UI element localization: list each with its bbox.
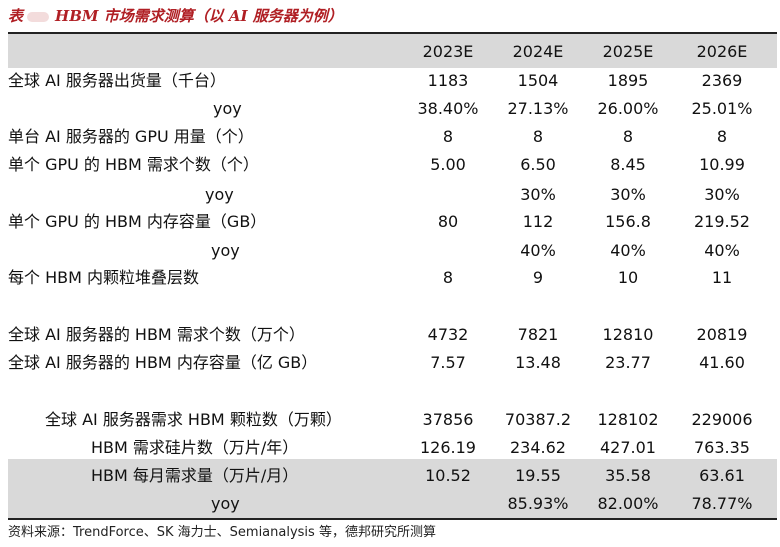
table-row: 每个 HBM 内颗粒堆叠层数 8 9 10 11 [8, 264, 777, 292]
row-label: 全球 AI 服务器的 HBM 内存容量（亿 GB） [8, 353, 318, 372]
cell-2025: 427.01 [600, 438, 656, 457]
table-row: 全球 AI 服务器出货量（千台） 1183 1504 1895 2369 [8, 67, 777, 95]
cell-2025: 30% [610, 185, 646, 204]
cell-2026: 229006 [691, 410, 753, 429]
table-row: HBM 每月需求量（万片/月） 10.52 19.55 35.58 63.61 [8, 462, 777, 490]
table-row: 单个 GPU 的 HBM 内存容量（GB） 80 112 156.8 219.5… [8, 208, 777, 236]
cell-2024: 7821 [517, 325, 559, 344]
row-label: 单台 AI 服务器的 GPU 用量（个） [8, 127, 254, 146]
cell-2025: 156.8 [605, 212, 651, 231]
header-row: 2023E 2024E 2025E 2026E [8, 38, 777, 66]
col-header-2024: 2024E [512, 42, 564, 61]
cell-2023: 10.52 [425, 466, 471, 485]
cell-2025: 40% [610, 241, 646, 260]
table-title: 表 HBM 市场需求测算（以 AI 服务器为例） [8, 3, 343, 29]
cell-2026: 8 [716, 127, 728, 146]
cell-2024: 85.93% [507, 494, 569, 513]
table-row: yoy 30% 30% 30% [8, 181, 777, 209]
cell-2024: 234.62 [510, 438, 566, 457]
table-title-text: HBM 市场需求测算（以 AI 服务器为例） [55, 7, 343, 25]
highlight-band [8, 459, 777, 518]
cell-2025: 8.45 [610, 155, 646, 174]
source-note: 资料来源：TrendForce、SK 海力士、Semianalysis 等，德邦… [8, 525, 436, 540]
cell-2024: 19.55 [515, 466, 561, 485]
cell-2024: 8 [532, 127, 544, 146]
row-label: 全球 AI 服务器需求 HBM 颗粒数（万颗） [45, 410, 342, 429]
table-row: HBM 需求硅片数（万片/年） 126.19 234.62 427.01 763… [8, 434, 777, 462]
cell-2026: 10.99 [699, 155, 745, 174]
cell-2026: 763.35 [694, 438, 750, 457]
cell-2024: 13.48 [515, 353, 561, 372]
row-label: 全球 AI 服务器的 HBM 需求个数（万个） [8, 325, 305, 344]
cell-2024: 27.13% [507, 99, 569, 118]
cell-2023: 38.40% [417, 99, 479, 118]
col-header-2025: 2025E [602, 42, 654, 61]
cell-2026: 63.61 [699, 466, 745, 485]
cell-2026: 219.52 [694, 212, 750, 231]
cell-2023: 4732 [427, 325, 469, 344]
cell-2026: 78.77% [691, 494, 753, 513]
col-header-2023: 2023E [422, 42, 474, 61]
table-row: yoy 40% 40% 40% [8, 237, 777, 265]
cell-2024: 112 [522, 212, 554, 231]
cell-2025: 12810 [602, 325, 654, 344]
cell-2024: 30% [520, 185, 556, 204]
cell-2025: 8 [622, 127, 634, 146]
cell-2023: 80 [437, 212, 459, 231]
cell-2024: 70387.2 [504, 410, 572, 429]
cell-2026: 11 [711, 268, 733, 287]
table-label: 表 [8, 7, 24, 25]
cell-2024: 9 [532, 268, 544, 287]
row-label: 单个 GPU 的 HBM 内存容量（GB） [8, 212, 267, 231]
table-row: 单个 GPU 的 HBM 需求个数（个） 5.00 6.50 8.45 10.9… [8, 151, 777, 179]
cell-2023: 5.00 [430, 155, 466, 174]
cell-2026: 40% [704, 241, 740, 260]
cell-2026: 20819 [696, 325, 748, 344]
top-rule [8, 32, 777, 34]
cell-2023: 1183 [427, 71, 469, 90]
cell-2023: 7.57 [430, 353, 466, 372]
cell-2024: 6.50 [520, 155, 556, 174]
cell-2026: 25.01% [691, 99, 753, 118]
header-band [8, 34, 777, 68]
bottom-rule [8, 518, 777, 520]
table-row: 全球 AI 服务器需求 HBM 颗粒数（万颗） 37856 70387.2 12… [8, 406, 777, 434]
row-label: yoy [211, 494, 240, 513]
table-row: 单台 AI 服务器的 GPU 用量（个） 8 8 8 8 [8, 123, 777, 151]
cell-2023: 8 [442, 127, 454, 146]
row-label: 单个 GPU 的 HBM 需求个数（个） [8, 155, 259, 174]
cell-2023: 8 [442, 268, 454, 287]
row-label: 每个 HBM 内颗粒堆叠层数 [8, 268, 199, 287]
cell-2023: 37856 [422, 410, 474, 429]
row-label: 全球 AI 服务器出货量（千台） [8, 71, 226, 90]
cell-2025: 82.00% [597, 494, 659, 513]
cell-2023: 126.19 [420, 438, 476, 457]
table-row: yoy 85.93% 82.00% 78.77% [8, 490, 777, 518]
row-label: HBM 需求硅片数（万片/年） [91, 438, 299, 457]
cell-2026: 2369 [701, 71, 743, 90]
row-label: yoy [211, 241, 240, 260]
redacted-table-number [27, 12, 50, 22]
table-row: yoy 38.40% 27.13% 26.00% 25.01% [8, 95, 777, 123]
cell-2026: 30% [704, 185, 740, 204]
col-header-2026: 2026E [696, 42, 748, 61]
table-row: 全球 AI 服务器的 HBM 需求个数（万个） 4732 7821 12810 … [8, 321, 777, 349]
cell-2024: 1504 [517, 71, 559, 90]
cell-2024: 40% [520, 241, 556, 260]
cell-2025: 128102 [597, 410, 659, 429]
cell-2025: 10 [617, 268, 639, 287]
cell-2025: 1895 [607, 71, 649, 90]
cell-2025: 23.77 [605, 353, 651, 372]
row-label: yoy [213, 99, 242, 118]
table-row: 全球 AI 服务器的 HBM 内存容量（亿 GB） 7.57 13.48 23.… [8, 349, 777, 377]
row-label: yoy [205, 185, 234, 204]
cell-2026: 41.60 [699, 353, 745, 372]
row-label: HBM 每月需求量（万片/月） [91, 466, 299, 485]
cell-2025: 26.00% [597, 99, 659, 118]
cell-2025: 35.58 [605, 466, 651, 485]
